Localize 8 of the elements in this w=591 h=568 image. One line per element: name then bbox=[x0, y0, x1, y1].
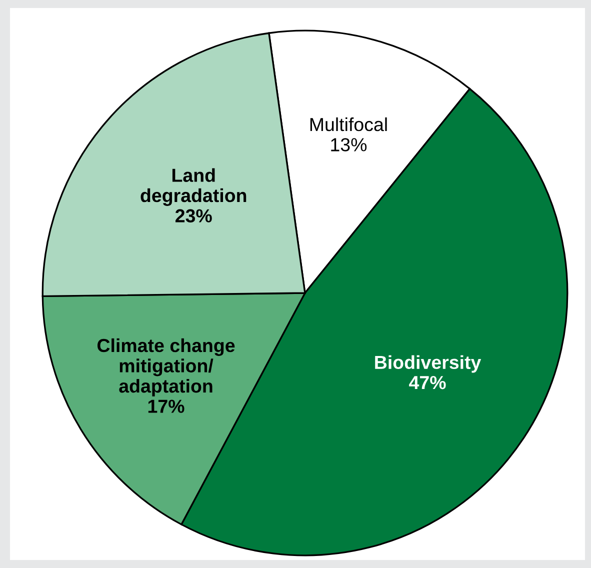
data-label: 47% bbox=[409, 376, 446, 390]
slice-label: Multifocal bbox=[310, 117, 387, 132]
data-label: 23% bbox=[175, 209, 212, 222]
slice-label: Climate change mitigation/ adaptation bbox=[97, 338, 235, 396]
data-label: 17% bbox=[148, 400, 184, 413]
data-label: 13% bbox=[331, 138, 367, 152]
slice-label: Biodiversity bbox=[375, 355, 482, 373]
slice-label: Land degradation bbox=[140, 168, 246, 206]
